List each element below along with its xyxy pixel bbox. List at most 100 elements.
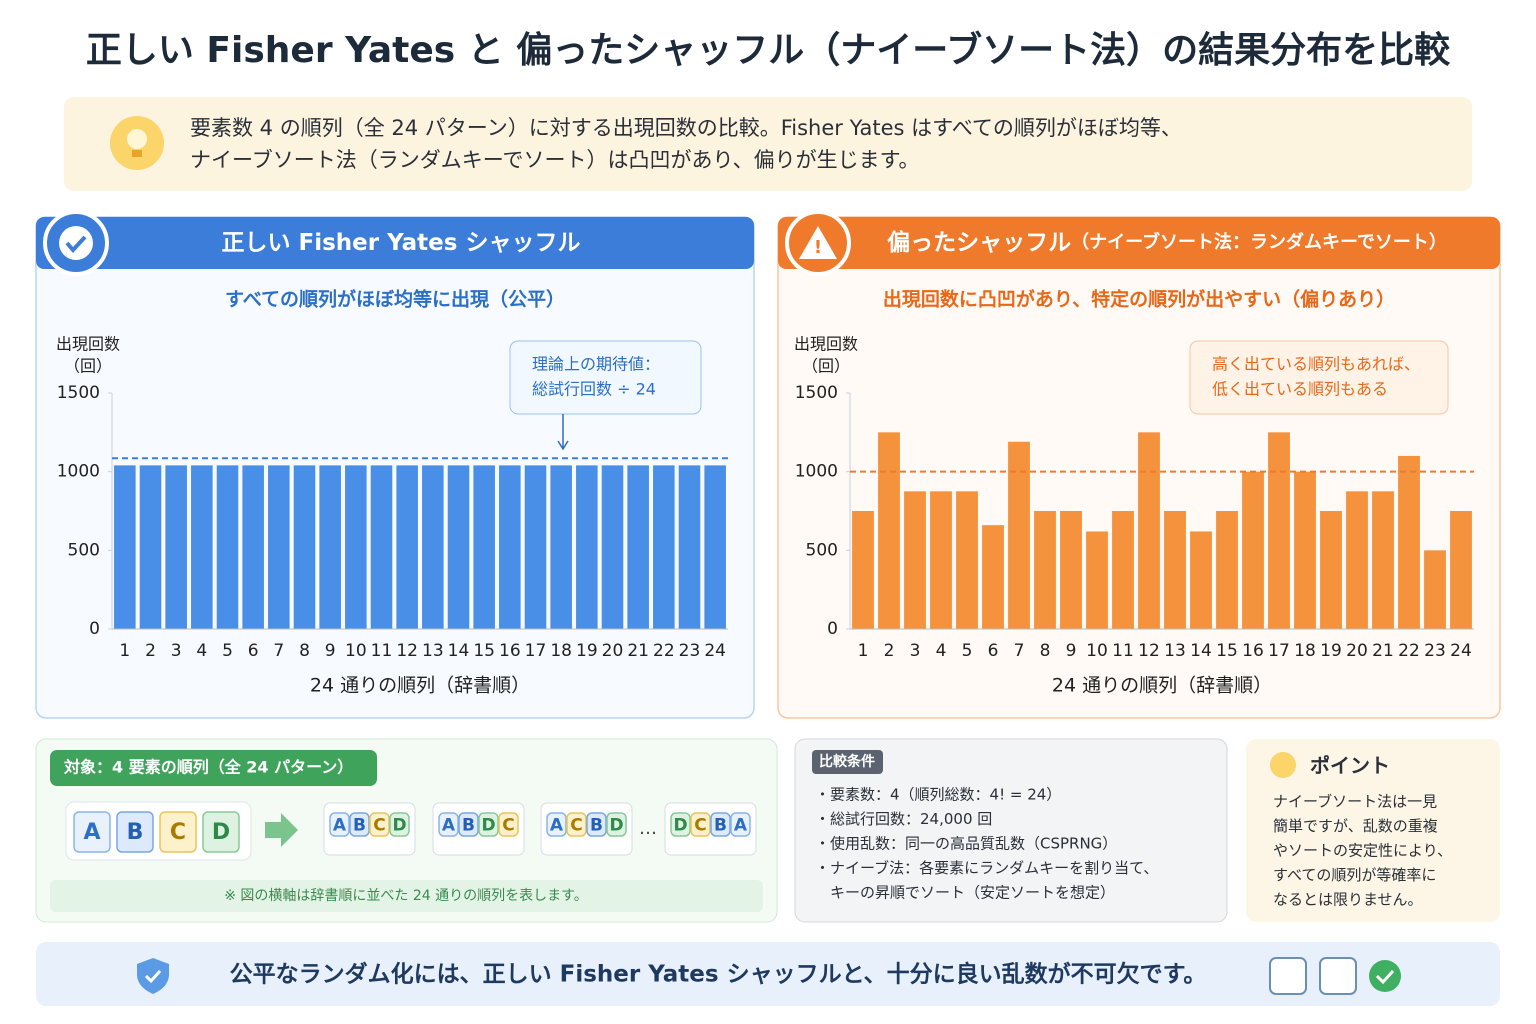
x-tick-label: 24 xyxy=(704,641,726,661)
check-icon xyxy=(1369,960,1401,992)
x-tick-label: 9 xyxy=(1066,641,1077,661)
x-tick-label: 21 xyxy=(627,641,649,661)
chart-subtitle: すべての順列がほぼ均等に出現（公平） xyxy=(225,288,565,311)
x-tick-label: 11 xyxy=(371,641,393,661)
bar xyxy=(216,465,239,629)
x-tick-label: 15 xyxy=(473,641,495,661)
conditions-box xyxy=(794,738,1228,923)
letter: B xyxy=(462,816,475,836)
y-axis-label: 出現回数 xyxy=(56,335,120,354)
y-tick-label: 1500 xyxy=(57,383,100,403)
bulb-icon xyxy=(1270,752,1296,778)
letter-tile xyxy=(690,812,711,837)
letter: D xyxy=(609,816,623,836)
point-title: ポイント xyxy=(1310,754,1390,778)
y-tick-label: 500 xyxy=(68,540,100,560)
x-tick-label: 20 xyxy=(602,641,624,661)
x-tick-label: 8 xyxy=(1040,641,1051,661)
footer-text: 公平なランダム化には、正しい Fisher Yates シャッフルと、十分に良い… xyxy=(230,961,1207,988)
bar xyxy=(1268,432,1290,629)
annotation-arrow xyxy=(557,414,569,451)
letter: C xyxy=(570,816,582,836)
x-tick-label: 6 xyxy=(988,641,999,661)
bar xyxy=(1294,471,1316,629)
x-tick-label: 24 xyxy=(1450,641,1472,661)
letter-tile xyxy=(730,812,751,837)
bar xyxy=(1216,511,1238,629)
x-tick-label: 16 xyxy=(1242,641,1264,661)
letter-tile xyxy=(116,811,154,853)
bar xyxy=(1034,511,1056,629)
x-tick-label: 17 xyxy=(525,641,547,661)
x-tick-label: 9 xyxy=(325,641,336,661)
x-axis-label: 24 通りの順列（辞書順） xyxy=(1052,675,1272,697)
bar xyxy=(499,465,521,629)
annotation-text: 総試行回数 ÷ 24 xyxy=(532,380,656,399)
x-tick-label: 11 xyxy=(1112,641,1134,661)
y-tick-label: 1000 xyxy=(57,462,100,482)
x-tick-label: 2 xyxy=(145,641,156,661)
note-bar xyxy=(50,880,763,912)
bar xyxy=(524,465,547,629)
bar xyxy=(447,465,470,629)
arrow xyxy=(265,813,298,847)
x-tick-label: 14 xyxy=(1190,641,1212,661)
x-tick-label: 21 xyxy=(1372,641,1394,661)
condition-item: キーの昇順でソート（安定ソートを想定） xyxy=(815,884,1115,902)
panel-header xyxy=(36,217,754,269)
x-tick-label: 19 xyxy=(576,641,598,661)
letter: B xyxy=(590,816,603,836)
letter: C xyxy=(694,816,706,836)
x-tick-label: 4 xyxy=(936,641,947,661)
bar xyxy=(1372,491,1394,629)
bar xyxy=(1424,550,1446,629)
target-badge-text: 対象：4 要素の順列（全 24 パターン） xyxy=(63,758,353,777)
x-tick-label: 23 xyxy=(679,641,701,661)
target-badge xyxy=(50,750,377,786)
x-tick-label: 19 xyxy=(1320,641,1342,661)
bar xyxy=(293,465,316,629)
bar xyxy=(473,465,495,629)
letter-tile xyxy=(478,812,499,837)
x-tick-label: 15 xyxy=(1216,641,1238,661)
letter-tile xyxy=(498,812,519,837)
bar xyxy=(242,465,264,629)
panel-title: 偏ったシャッフル（ナイーブソート法：ランダムキーでソート） xyxy=(887,229,1447,256)
x-tick-label: 3 xyxy=(910,641,921,661)
bar xyxy=(139,465,162,629)
bar xyxy=(1086,531,1108,629)
bar xyxy=(550,465,572,629)
dice-icon xyxy=(1319,957,1357,995)
condition-item: ・総試行回数：24,000 回 xyxy=(815,810,992,828)
x-tick-label: 5 xyxy=(962,641,973,661)
bar xyxy=(878,432,900,629)
x-tick-label: 7 xyxy=(273,641,284,661)
letter: A xyxy=(333,816,347,836)
condition-item: ・要素数：4（順列総数：4! = 24） xyxy=(815,786,1061,804)
y-axis-label: （回） xyxy=(802,357,850,376)
bar xyxy=(1450,511,1472,629)
bar xyxy=(982,525,1004,629)
bar xyxy=(678,465,701,629)
y-tick-label: 1500 xyxy=(795,383,838,403)
letter-tile xyxy=(202,811,240,853)
bar xyxy=(930,491,952,629)
bar xyxy=(1008,441,1030,629)
x-tick-label: 1 xyxy=(119,641,130,661)
condition-item: ・使用乱数：同一の高品質乱数（CSPRNG） xyxy=(815,835,1117,853)
bar xyxy=(1320,511,1342,629)
letter-tile xyxy=(389,812,410,837)
x-tick-label: 4 xyxy=(196,641,207,661)
bar xyxy=(852,511,874,629)
letter-tile xyxy=(606,812,627,837)
chart-subtitle: 出現回数に凸凹があり、特定の順列が出やすい（偏りあり） xyxy=(883,288,1395,311)
point-line: なるとは限りません。 xyxy=(1273,891,1423,909)
annotation-box xyxy=(1189,340,1449,415)
x-tick-label: 16 xyxy=(499,641,521,661)
y-tick-label: 1000 xyxy=(795,462,838,482)
x-tick-label: 12 xyxy=(396,641,418,661)
y-axis-label: 出現回数 xyxy=(794,335,858,354)
panel-title-main: 偏ったシャッフル xyxy=(887,229,1071,256)
letter-tile xyxy=(369,812,390,837)
